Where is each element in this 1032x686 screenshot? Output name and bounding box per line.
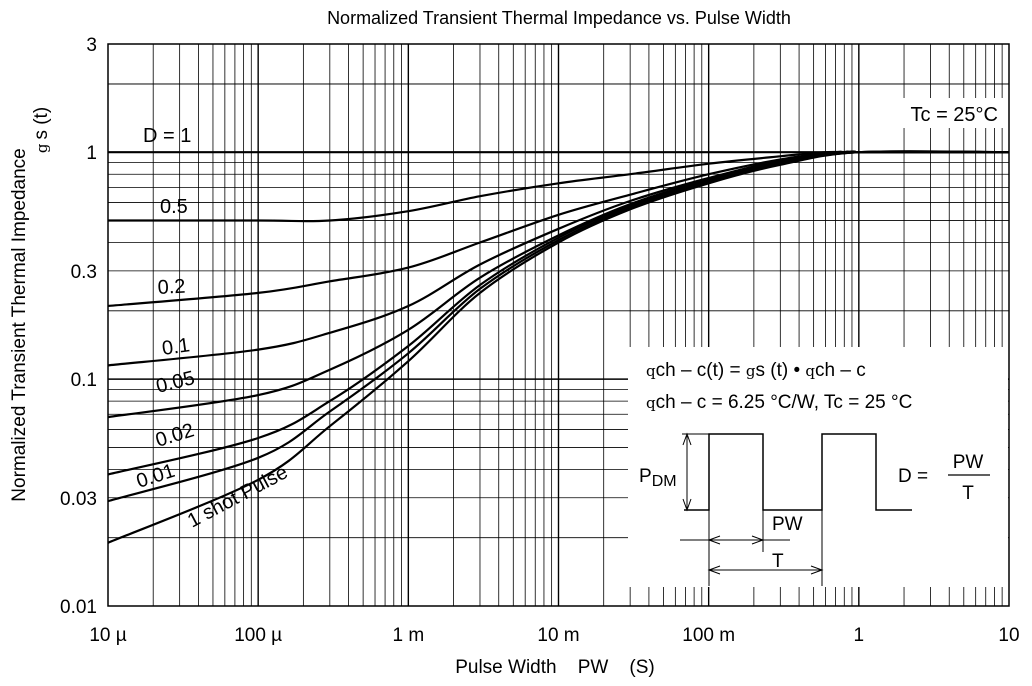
x-tick-label: 1 m [392,625,424,646]
y-tick-label: 3 [86,35,97,56]
curve-label: 0.02 [153,419,197,451]
pw-arrowheads [707,535,765,545]
curve-label: 0.5 [160,196,188,218]
duty-lhs: D = [898,466,928,487]
gamma-symbol: g [746,362,756,380]
series-line [107,150,1010,544]
pdm-label: PDM [639,466,677,490]
x-tick-label: 10 µ [89,625,126,646]
curve-label: 0.2 [157,276,186,299]
y-tick-label: 0.3 [71,262,97,283]
pdm-arrowheads [682,432,692,512]
y-axis-label: Normalized Transient Thermal Impedance [9,148,30,501]
y-tick-label: 0.01 [60,597,97,618]
curve-label: 0.05 [154,367,197,398]
chart-title: Normalized Transient Thermal Impedance v… [327,8,791,28]
inset-background [628,347,1008,587]
y-axis-label-symbol: gs (t) [31,107,52,153]
theta-symbol: q [646,362,656,380]
t-label: T [772,551,784,572]
curve-label: 0.01 [134,460,178,493]
pw-label: PW [772,514,803,535]
inset-formula-line1: qch – c(t) = gs (t) • qch – c [646,360,866,381]
condition-label: Tc = 25°C [911,104,998,126]
x-axis-label: Pulse Width PW (S) [455,657,655,678]
x-tick-label: 10 [998,625,1019,646]
duty-denominator: T [962,483,974,504]
x-tick-label: 10 m [537,625,579,646]
y-tick-labels: 0.01 0.03 0.1 0.3 1 3 [60,35,97,618]
t-arrowheads [707,565,824,575]
y-tick-label: 0.03 [60,489,97,510]
x-tick-label: 100 m [682,625,735,646]
pulse-waveform [684,433,912,511]
curve-label: 1 shot Pulse [184,461,292,532]
plot-frame [107,43,1010,607]
x-tick-label: 1 [854,625,865,646]
x-tick-labels: 10 µ 100 µ 1 m 10 m 100 m 1 10 [89,625,1019,646]
inset-formula-line2: qch – c = 6.25 °C/W, Tc = 25 °C [646,392,912,413]
curve-label: 0.1 [161,334,192,360]
curve-label: D = 1 [143,125,191,147]
x-tick-label: 100 µ [234,625,282,646]
condition-label-bg [888,98,1004,128]
duty-numerator: PW [953,452,984,473]
y-tick-label: 1 [86,143,97,164]
series-lines [107,150,1010,544]
y-tick-label: 0.1 [71,370,97,391]
